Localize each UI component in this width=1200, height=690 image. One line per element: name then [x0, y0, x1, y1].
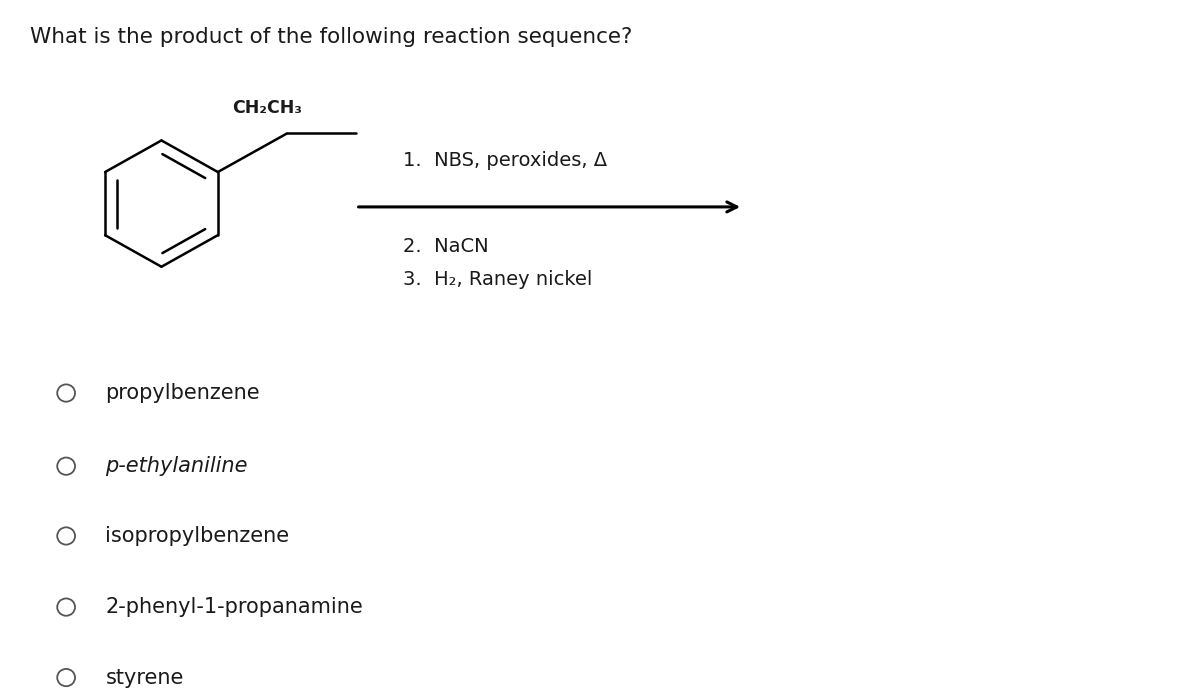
Text: 3.  H₂, Raney nickel: 3. H₂, Raney nickel	[403, 270, 593, 289]
Text: styrene: styrene	[106, 667, 184, 687]
Text: isopropylbenzene: isopropylbenzene	[106, 526, 289, 546]
Text: p-ethylaniline: p-ethylaniline	[106, 456, 248, 476]
Text: 2-phenyl-1-propanamine: 2-phenyl-1-propanamine	[106, 597, 364, 617]
Text: What is the product of the following reaction sequence?: What is the product of the following rea…	[30, 28, 632, 48]
Text: CH₂CH₃: CH₂CH₃	[232, 99, 302, 117]
Text: propylbenzene: propylbenzene	[106, 383, 260, 403]
Text: 2.  NaCN: 2. NaCN	[403, 237, 490, 256]
Text: 1.  NBS, peroxides, Δ: 1. NBS, peroxides, Δ	[403, 151, 607, 170]
